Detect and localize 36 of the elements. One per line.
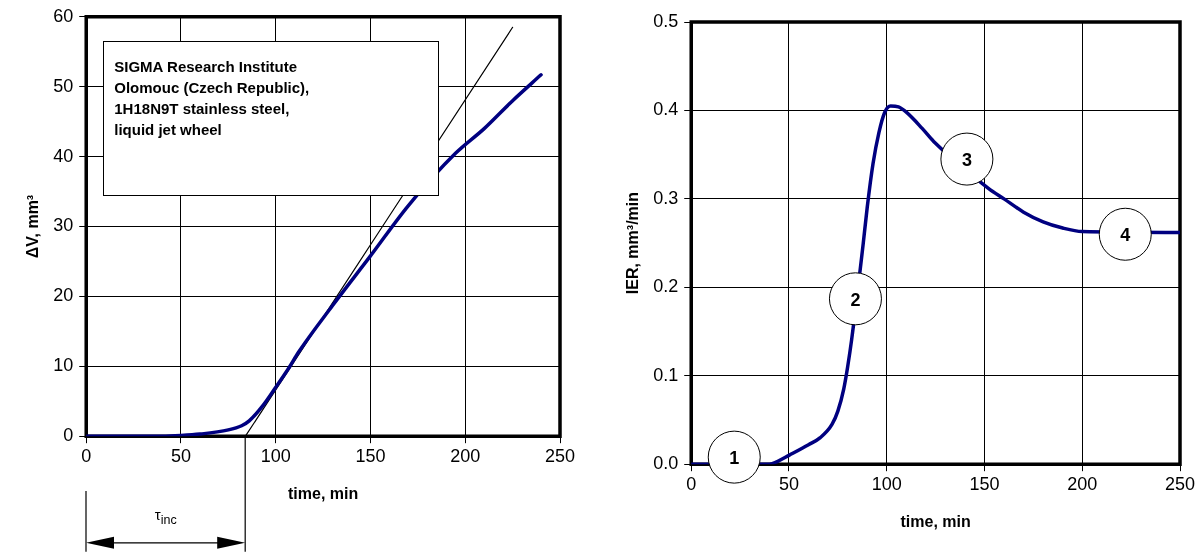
y-tick-label: 0.3 — [653, 187, 679, 208]
x-tick-label: 200 — [1067, 473, 1098, 494]
y-tick-label: 60 — [53, 5, 74, 26]
y-tick-label: 40 — [53, 145, 74, 166]
x-axis-title: time, min — [900, 512, 971, 530]
line-series — [86, 73, 543, 437]
x-tick-label: 200 — [450, 445, 481, 466]
x-tick-label: 250 — [1164, 473, 1196, 494]
x-tick-label: 250 — [544, 445, 576, 466]
x-tick-label: 150 — [969, 473, 1000, 494]
annotation: 2 — [850, 289, 861, 310]
y-tick-label: 0 — [63, 425, 74, 446]
y-tick-label: 50 — [53, 75, 74, 96]
y-tick-label: 10 — [53, 355, 74, 376]
x-tick-label: 150 — [355, 445, 386, 466]
y-axis-title: IER, mm³/min — [624, 191, 642, 295]
annotation: 4 — [1120, 225, 1131, 246]
text-box: SIGMA Research Institute Olomouc (Czech Republic), 1H18N9T stainless steel, liquid jet wheel — [103, 41, 439, 197]
y-tick-label: 0.2 — [653, 276, 679, 297]
x-axis-title: time, min — [287, 484, 359, 502]
y-tick-label: 0.4 — [653, 99, 679, 120]
x-tick-label: 0 — [686, 473, 697, 494]
x-tick-label: 50 — [778, 473, 799, 494]
annotation: 3 — [961, 150, 972, 171]
x-tick-label: 100 — [260, 445, 291, 466]
y-axis-title: ΔV, mm³ — [24, 194, 42, 259]
y-tick-label: 0.5 — [653, 10, 679, 31]
y-tick-label: 0.0 — [653, 453, 679, 474]
y-tick-label: 0.1 — [653, 364, 679, 385]
y-tick-label: 20 — [53, 285, 74, 306]
y-tick-label: 30 — [53, 215, 74, 236]
x-tick-label: 0 — [81, 445, 92, 466]
annotation: 1 — [729, 448, 740, 469]
text: τ$_{inc}$ — [154, 506, 177, 528]
x-tick-label: 100 — [871, 473, 902, 494]
x-tick-label: 50 — [170, 445, 191, 466]
